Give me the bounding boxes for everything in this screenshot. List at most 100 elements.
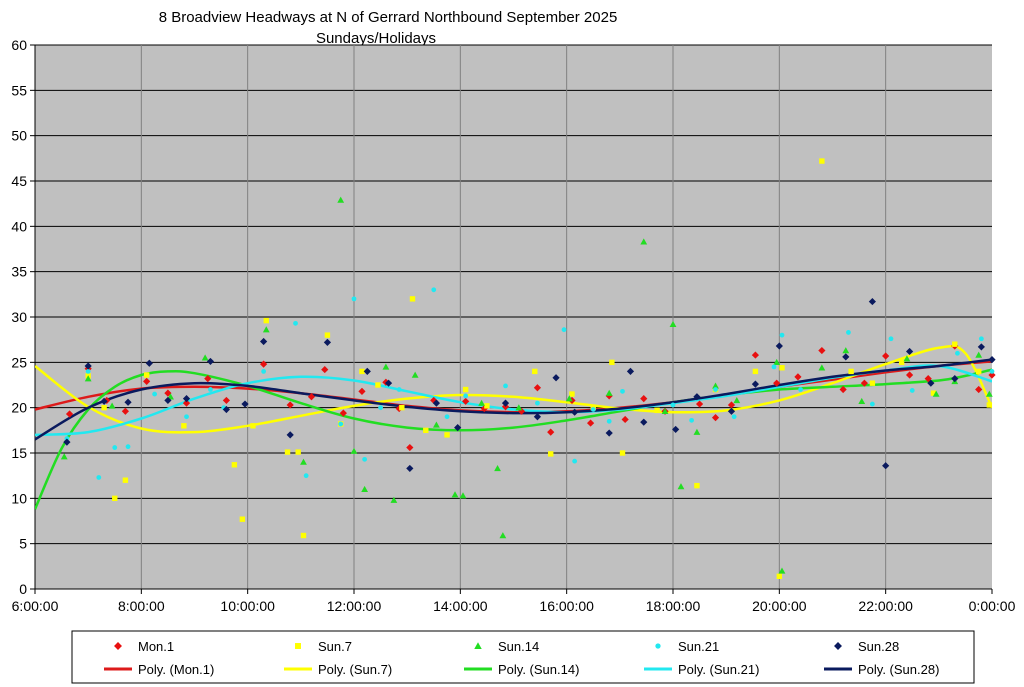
point-sun-28 [842,353,850,361]
x-tick-label: 22:00:00 [858,598,913,614]
point-mon-1 [462,397,470,405]
point-sun-14 [773,358,781,366]
point-mon-1 [286,401,294,409]
point-sun-21 [779,332,785,338]
point-mon-1 [164,389,172,397]
point-sun-21 [731,414,737,420]
point-sun-14 [693,428,701,435]
point-sun-21 [431,287,437,293]
point-sun-14 [350,447,358,454]
point-sun-14 [842,347,850,354]
y-tick-label: 45 [11,173,27,189]
point-mon-1 [975,385,983,394]
point-sun-7 [752,368,759,375]
point-sun-21 [96,475,102,480]
point-sun-14 [451,491,459,498]
y-tick-label: 35 [11,264,27,280]
point-sun-7 [263,317,269,324]
y-tick-label: 20 [11,400,27,416]
point-sun-14 [677,483,685,490]
point-sun-14 [778,567,786,574]
point-mon-1 [260,360,268,368]
point-sun-28 [432,399,441,407]
legend-label: Poly. (Sun.21) [678,662,759,677]
point-sun-28 [882,462,890,470]
point-sun-28 [626,367,635,375]
point-mon-1 [321,365,329,374]
point-sun-28 [905,347,914,356]
point-sun-21 [561,327,567,333]
data-points [60,158,996,580]
point-sun-21 [535,400,540,406]
point-sun-28 [727,407,736,415]
y-tick-label: 10 [11,490,27,506]
point-sun-21 [606,418,612,424]
chart-title: 8 Broadview Headways at N of Gerrard Nor… [159,9,618,26]
point-sun-7 [112,495,118,502]
point-sun-21 [303,473,309,479]
x-tick-label: 20:00:00 [752,598,807,614]
point-mon-1 [621,415,629,424]
point-sun-28 [384,379,393,387]
point-sun-28 [533,413,542,421]
y-tick-label: 50 [11,128,27,144]
point-sun-21 [184,414,189,420]
y-tick-label: 25 [11,354,27,370]
legend-label: Sun.28 [858,639,899,654]
point-mon-1 [988,371,996,379]
point-sun-7 [930,390,937,396]
point-sun-14 [565,395,573,402]
point-sun-7 [231,462,238,468]
x-tick-label: 12:00:00 [327,598,382,614]
point-sun-7 [619,450,626,456]
point-sun-28 [260,337,268,346]
legend-marker-mon-1 [114,642,122,650]
point-sun-21 [351,296,357,302]
point-sun-21 [572,458,578,464]
point-sun-28 [775,342,783,350]
point-sun-28 [988,356,996,364]
trendline-poly-sun-28- [35,358,992,441]
point-sun-21 [293,320,298,326]
point-sun-21 [112,445,118,450]
point-sun-14 [858,397,866,405]
point-sun-7 [694,482,700,489]
point-mon-1 [480,404,488,413]
point-sun-14 [499,532,507,539]
point-sun-14 [478,399,485,406]
legend-label: Poly. (Sun.7) [318,662,392,677]
point-sun-7 [484,403,490,409]
point-sun-14 [494,465,501,472]
point-sun-21 [955,350,960,356]
point-sun-7 [324,332,331,338]
point-sun-28 [164,396,172,405]
point-sun-14 [903,355,911,362]
legend-marker-sun-7 [295,643,301,649]
x-tick-label: 16:00:00 [539,598,594,614]
gridlines [35,44,992,589]
point-sun-21 [64,436,70,441]
point-mon-1 [307,393,316,401]
point-sun-21 [378,405,383,411]
point-sun-21 [869,401,875,407]
point-sun-21 [362,456,368,462]
point-sun-28 [286,431,294,439]
point-sun-28 [672,425,680,434]
point-sun-21 [888,336,894,342]
point-sun-21 [798,387,803,392]
point-sun-28 [145,359,153,367]
point-mon-1 [905,371,914,379]
point-sun-21 [989,369,995,374]
trendline-poly-sun-7- [35,344,992,434]
point-sun-21 [261,369,267,374]
legend: Mon.1 Sun.7 Sun.14 Sun.21 Sun.28 Poly. (Mon.1… [104,639,939,677]
point-sun-7 [122,477,129,483]
point-mon-1 [339,409,347,417]
point-sun-21 [338,421,344,427]
point-sun-14 [605,389,613,396]
point-sun-14 [262,326,270,333]
point-sun-21 [670,402,676,408]
point-sun-14 [300,458,307,465]
point-mon-1 [924,375,932,383]
point-sun-28 [751,380,760,388]
